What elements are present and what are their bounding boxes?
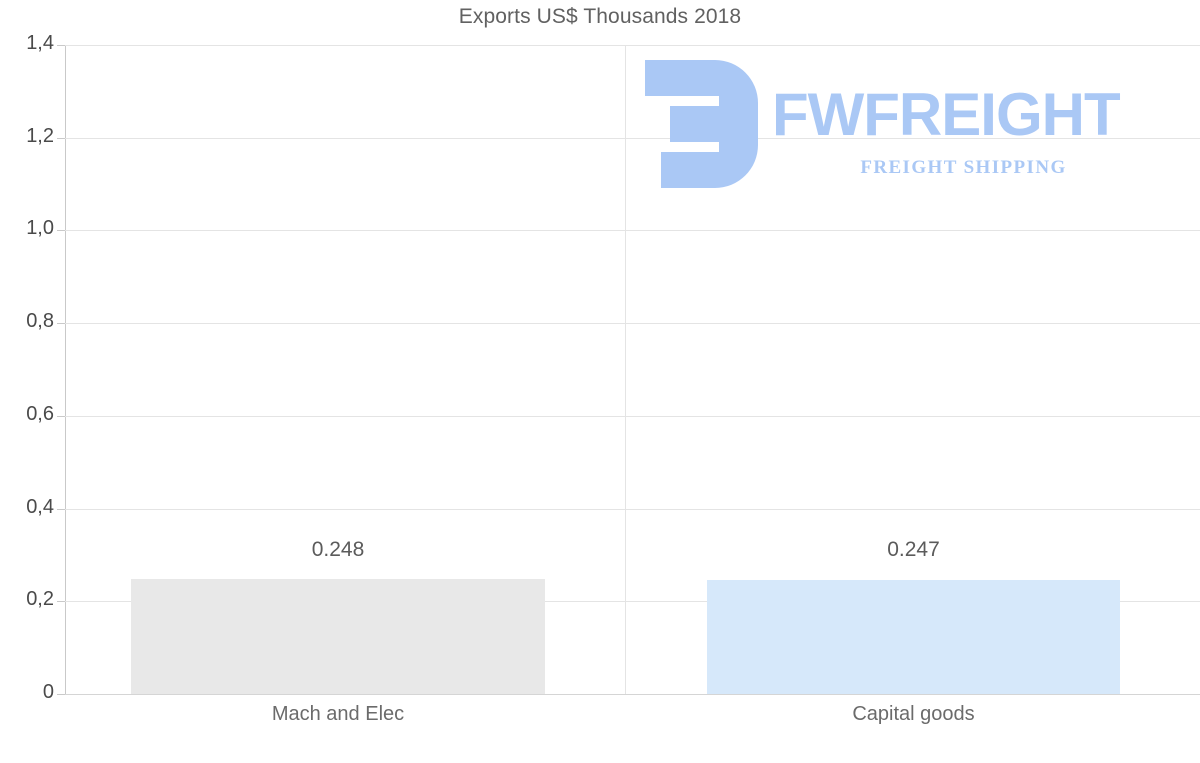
gridline bbox=[65, 137, 1200, 139]
value-label-capital-goods: 0.247 bbox=[887, 538, 940, 562]
y-axis-tick-mark bbox=[57, 601, 65, 603]
y-axis-tick-label: 1,4 bbox=[26, 32, 54, 54]
gridline bbox=[65, 508, 1200, 510]
y-axis-tick-label: 0,2 bbox=[26, 588, 54, 611]
bar-mach-and-elec[interactable] bbox=[131, 579, 545, 694]
y-axis-tick-mark bbox=[57, 137, 65, 139]
x-axis-label-capital-goods: Capital goods bbox=[852, 703, 975, 725]
gridline bbox=[65, 45, 1200, 46]
gridline bbox=[65, 415, 1200, 417]
y-axis-tick-label: 0,4 bbox=[26, 495, 54, 518]
y-axis-tick-mark bbox=[57, 508, 65, 510]
value-label-mach-and-elec: 0.248 bbox=[311, 538, 365, 562]
y-axis-tick-label: 1,0 bbox=[26, 217, 54, 240]
y-axis-tick-mark bbox=[57, 45, 65, 46]
y-axis-tick-label: 0 bbox=[42, 681, 54, 703]
plot-area bbox=[65, 45, 1200, 695]
y-axis-line bbox=[65, 45, 66, 695]
y-axis-tick-label: 0,6 bbox=[26, 402, 54, 425]
y-axis-tick-mark bbox=[57, 694, 65, 695]
gridline bbox=[65, 601, 1200, 603]
gridline bbox=[65, 323, 1200, 325]
gridline bbox=[65, 694, 1200, 695]
chart-title: Exports US$ Thousands 2018 bbox=[458, 5, 742, 28]
bar-capital-goods[interactable] bbox=[707, 579, 1120, 694]
y-axis-tick-label: 0,8 bbox=[26, 310, 54, 333]
gridline bbox=[65, 230, 1200, 232]
y-axis-tick-mark bbox=[57, 323, 65, 325]
y-axis-tick-mark bbox=[57, 230, 65, 232]
y-axis-tick-mark bbox=[57, 415, 65, 417]
y-axis-tick-label: 1,2 bbox=[26, 124, 54, 147]
category-divider-gridline bbox=[625, 45, 626, 694]
x-axis-label-mach-and-elec: Mach and Elec bbox=[271, 703, 405, 725]
